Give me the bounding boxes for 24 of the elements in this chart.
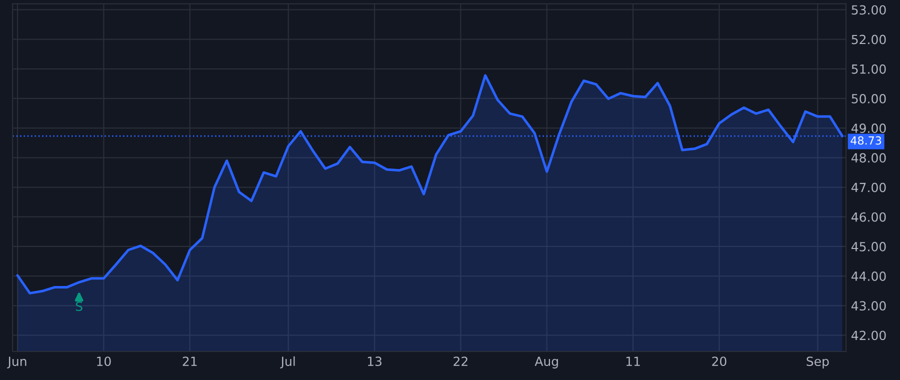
y-tick-label: 50.00 [852, 94, 886, 104]
x-tick-label: Sep [806, 356, 829, 368]
x-tick-label: 13 [368, 356, 382, 366]
y-tick-label: 51.00 [852, 64, 886, 74]
x-tick-label: 10 [97, 356, 111, 366]
y-tick-label: 42.00 [851, 330, 886, 340]
x-tick-label: 22 [454, 356, 468, 366]
x-tick-label: 20 [712, 356, 726, 366]
y-tick-label: 46.00 [851, 212, 886, 222]
x-tick-label: 11 [626, 356, 640, 366]
x-tick-label: Aug [534, 356, 558, 368]
y-tick-label: 45.00 [851, 242, 886, 252]
y-tick-label: 43.00 [851, 301, 886, 311]
y-tick-label: 48.00 [851, 153, 886, 163]
y-tick-label: 49.00 [851, 124, 886, 134]
x-tick-label: Jul [280, 356, 295, 368]
x-tick-label: 21 [182, 356, 197, 366]
y-tick-label: 52.00 [852, 34, 886, 44]
x-tick-label: Jun [7, 356, 26, 368]
y-tick-label: 53.00 [852, 5, 886, 15]
y-tick-label: 44.00 [851, 272, 886, 281]
y-tick-label: 47.00 [851, 182, 886, 192]
annotation: S [76, 302, 82, 312]
ref-line-label: 48.73 [850, 136, 882, 145]
